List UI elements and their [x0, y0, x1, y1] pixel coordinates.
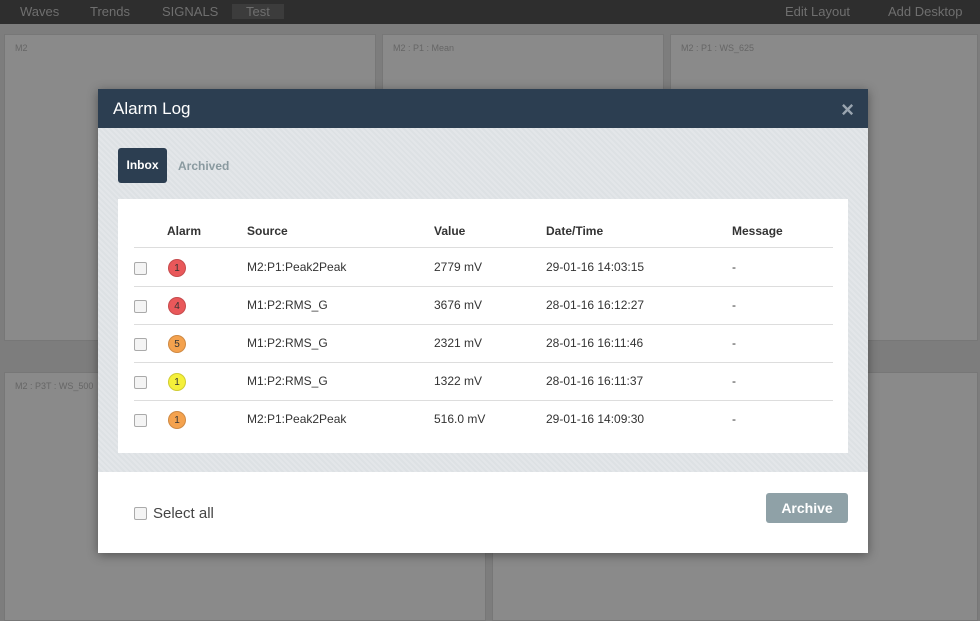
alarm-badge: 1 — [168, 259, 186, 277]
header-divider — [134, 247, 833, 248]
column-header: Message — [732, 224, 783, 238]
row-divider — [134, 286, 833, 287]
nav-tab[interactable]: SIGNALS — [162, 4, 219, 19]
cell: M1:P2:RMS_G — [247, 374, 328, 388]
cell: 29-01-16 14:03:15 — [546, 260, 645, 274]
cell: - — [732, 260, 736, 274]
dialog-body: Inbox Archived Alarm Source Value Date/Time… — [98, 128, 868, 472]
dialog-header: Alarm Log × — [98, 89, 868, 128]
cell: 2321 mV — [434, 336, 483, 350]
archive-button[interactable]: Archive — [766, 493, 848, 523]
panel-title: M2 : P1 : Mean — [393, 43, 455, 53]
column-header: Source — [247, 224, 288, 238]
add-desktop[interactable]: Add Desktop — [888, 4, 963, 19]
row-checkbox[interactable] — [134, 300, 147, 313]
nav-tab[interactable]: Waves — [20, 4, 60, 19]
cell: 28-01-16 16:12:27 — [546, 298, 645, 312]
cell: 2779 mV — [434, 260, 483, 274]
row-divider — [134, 324, 833, 325]
dialog-title: Alarm Log — [113, 99, 191, 118]
panel-title: M2 — [15, 43, 28, 53]
cell: 28-01-16 16:11:37 — [546, 374, 644, 388]
inbox-tab[interactable]: Inbox — [118, 148, 167, 183]
row-checkbox[interactable] — [134, 262, 147, 275]
row-checkbox[interactable] — [134, 414, 147, 427]
panel-title: M2 : P1 : WS_625 — [681, 43, 755, 53]
cell: M2:P1:Peak2Peak — [247, 412, 347, 426]
nav-tab[interactable]: Trends — [90, 4, 130, 19]
panel-title: M2 : P3T : WS_500 — [15, 381, 94, 391]
row-checkbox[interactable] — [134, 376, 147, 389]
alarm-badge: 1 — [168, 411, 186, 429]
cell: 28-01-16 16:11:46 — [546, 336, 644, 350]
alarm-badge: 5 — [168, 335, 186, 353]
column-header: Alarm — [167, 224, 202, 238]
close-button[interactable]: × — [841, 97, 854, 122]
nav-tab[interactable]: Test — [232, 4, 284, 19]
cell: M2:P1:Peak2Peak — [247, 260, 347, 274]
select-all-label[interactable]: Select all — [153, 505, 214, 522]
cell: M1:P2:RMS_G — [247, 336, 328, 350]
alarm-table: Alarm Source Value Date/Time Message 1 M2:P1:P… — [118, 199, 848, 453]
alarm-log-dialog: Alarm Log × Inbox Archived Alarm Source Va… — [98, 89, 868, 553]
cell: - — [732, 412, 736, 426]
edit-layout[interactable]: Edit Layout — [785, 4, 851, 19]
top-bar: Waves Trends SIGNALS Test Edit Layout Ad… — [0, 0, 980, 24]
cell: M1:P2:RMS_G — [247, 298, 328, 312]
row-divider — [134, 400, 833, 401]
cell: - — [732, 336, 736, 350]
column-header: Value — [434, 224, 466, 238]
cell: - — [732, 298, 736, 312]
alarm-badge: 1 — [168, 373, 186, 391]
select-all-checkbox[interactable] — [134, 507, 147, 520]
row-checkbox[interactable] — [134, 338, 147, 351]
cell: 3676 mV — [434, 298, 483, 312]
row-divider — [134, 362, 833, 363]
cell: 29-01-16 14:09:30 — [546, 412, 645, 426]
column-header: Date/Time — [546, 224, 604, 238]
cell: - — [732, 374, 736, 388]
alarm-badge: 4 — [168, 297, 186, 315]
cell: 1322 mV — [434, 374, 483, 388]
archived-tab[interactable]: Archived — [178, 159, 230, 173]
cell: 516.0 mV — [434, 412, 486, 426]
